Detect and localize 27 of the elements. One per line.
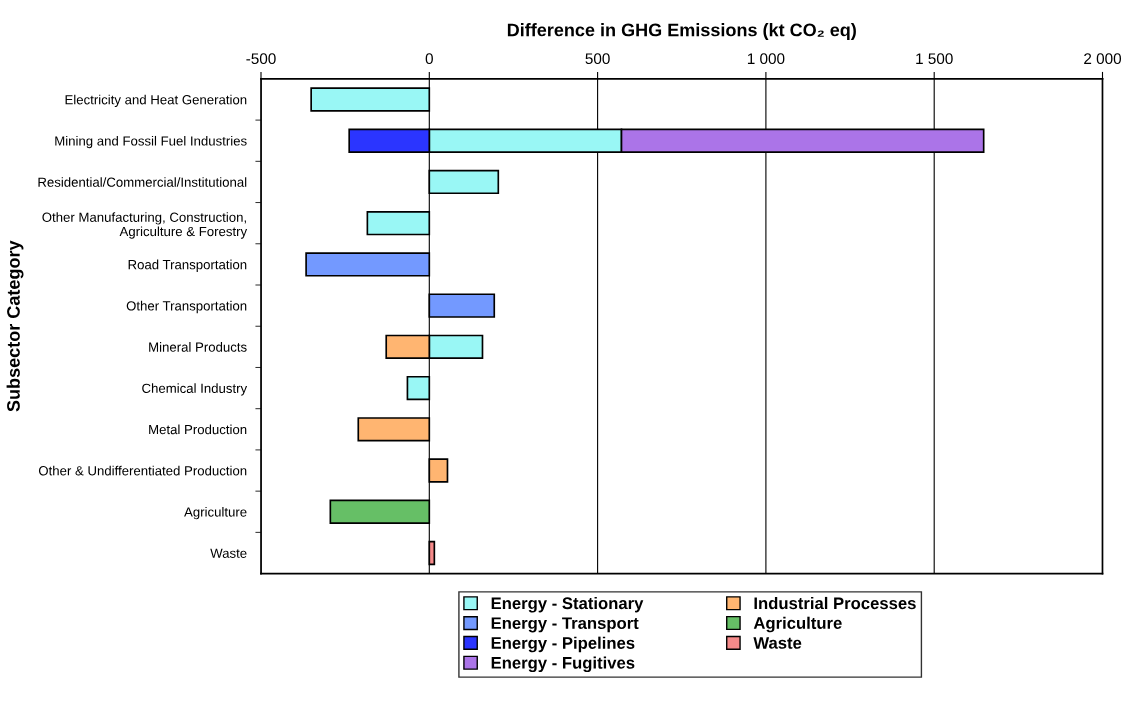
x-tick-label: 0	[425, 53, 433, 65]
legend-label: Energy - Stationary	[491, 596, 644, 613]
y-tick-label: Other Transportation	[126, 300, 247, 314]
x-tick-label: 500	[585, 53, 610, 65]
legend-label: Energy - Fugitives	[491, 656, 635, 673]
legend-label: Agriculture	[753, 616, 842, 633]
y-tick-label: Residential/Commercial/Institutional	[38, 177, 247, 187]
y-tick-label: Mining and Fossil Fuel Industries	[55, 135, 247, 149]
legend-label: Energy - Transport	[491, 617, 639, 633]
y-axis-title: Subsector Category	[6, 240, 24, 412]
legend-label: Energy - Pipelines	[491, 636, 635, 653]
x-tick-label: -500	[246, 53, 276, 65]
y-tick-label: Agriculture	[184, 506, 247, 520]
x-tick-label: 1 000	[747, 53, 785, 65]
x-axis-title: Difference in GHG Emissions (kt CO₂ eq)	[507, 23, 856, 40]
y-tick-label: Metal Production	[149, 424, 247, 435]
x-tick-label: 1 500	[916, 53, 953, 65]
y-tick-label: Mineral Products	[149, 342, 247, 352]
y-tick-label: Waste	[210, 548, 247, 558]
y-tick-label: Road Transportation	[128, 259, 247, 272]
y-tick-label: Other & Undifferentiated Production	[38, 465, 247, 476]
y-tick-label: Electricity and Heat Generation	[65, 94, 247, 107]
legend-label: Industrial Processes	[754, 596, 916, 610]
x-tick-label: 2 000	[1084, 53, 1122, 65]
legend-label: Waste	[753, 637, 802, 649]
y-tick-label: Chemical Industry	[142, 383, 248, 396]
y-tick-label: Other Manufacturing, Construction, Agriculture & Forestry	[42, 212, 248, 239]
